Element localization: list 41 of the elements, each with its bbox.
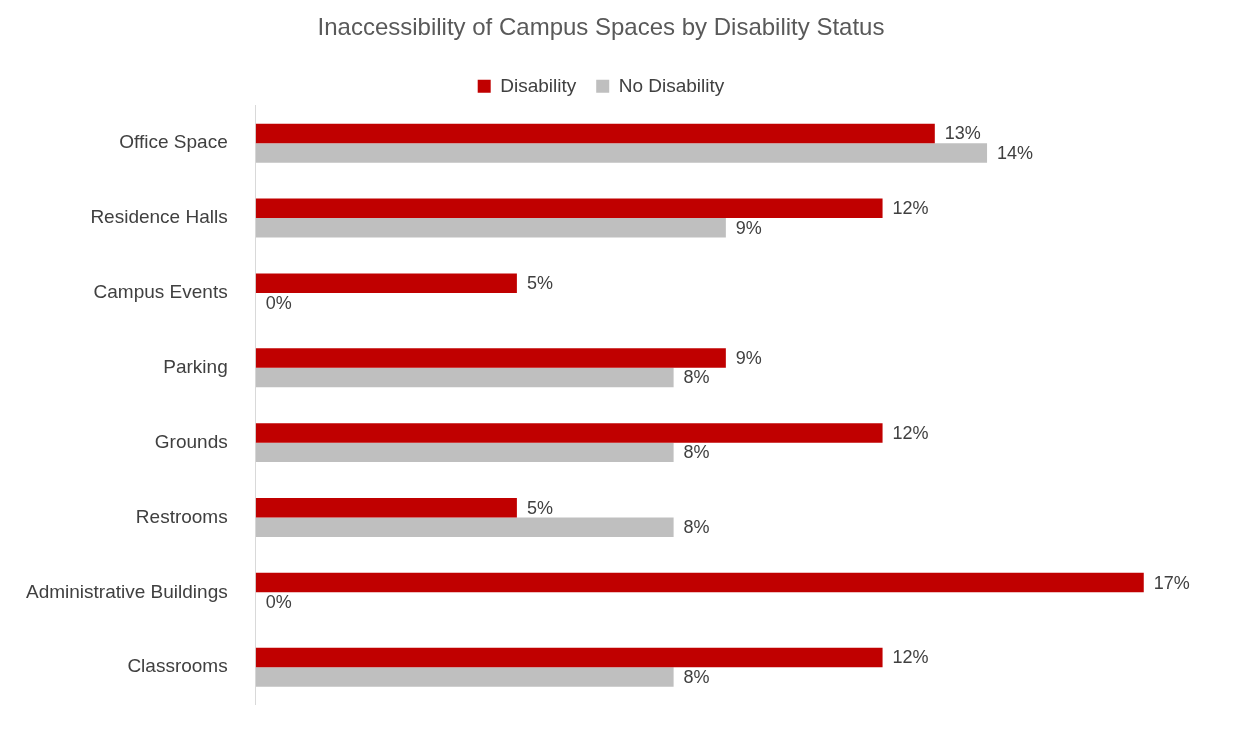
data-label: 14% bbox=[997, 142, 1034, 163]
y-tick-label: Residence Halls bbox=[90, 206, 228, 228]
y-tick-label: Classrooms bbox=[127, 655, 228, 677]
data-label: 0% bbox=[265, 592, 292, 613]
bar bbox=[255, 667, 674, 687]
bar bbox=[255, 273, 517, 293]
y-tick-label: Restrooms bbox=[135, 505, 228, 527]
data-label: 12% bbox=[892, 198, 929, 219]
bar bbox=[255, 123, 935, 144]
y-tick-label: Parking bbox=[163, 356, 228, 378]
data-label: 0% bbox=[265, 292, 292, 313]
y-tick-label: Office Space bbox=[119, 131, 228, 153]
bar bbox=[255, 143, 988, 163]
data-label: 12% bbox=[892, 647, 929, 668]
chart-title: Inaccessibility of Campus Spaces by Disability Status bbox=[317, 13, 885, 41]
data-label: 5% bbox=[526, 273, 553, 294]
data-label: 8% bbox=[683, 442, 710, 463]
y-tick-label: Grounds bbox=[154, 430, 228, 452]
legend-label: No Disability bbox=[618, 74, 725, 96]
bar bbox=[255, 218, 726, 238]
data-label: 8% bbox=[683, 517, 710, 538]
bar bbox=[255, 572, 1144, 593]
data-label: 12% bbox=[892, 422, 929, 443]
data-label: 13% bbox=[944, 123, 981, 144]
bar bbox=[255, 348, 726, 368]
bar bbox=[255, 423, 883, 443]
data-label: 8% bbox=[683, 666, 710, 687]
bar bbox=[255, 198, 883, 219]
data-label: 9% bbox=[735, 217, 762, 238]
bar bbox=[255, 647, 883, 668]
bar bbox=[255, 498, 517, 518]
bar bbox=[255, 367, 674, 388]
y-tick-label: Campus Events bbox=[93, 281, 228, 303]
data-label: 5% bbox=[526, 497, 553, 518]
data-label: 8% bbox=[683, 367, 710, 388]
y-tick-label: Administrative Buildings bbox=[26, 580, 228, 602]
bar bbox=[255, 517, 674, 537]
data-label: 9% bbox=[735, 348, 762, 369]
legend-label: Disability bbox=[500, 74, 577, 96]
data-label: 17% bbox=[1153, 572, 1190, 593]
bar bbox=[255, 442, 674, 463]
